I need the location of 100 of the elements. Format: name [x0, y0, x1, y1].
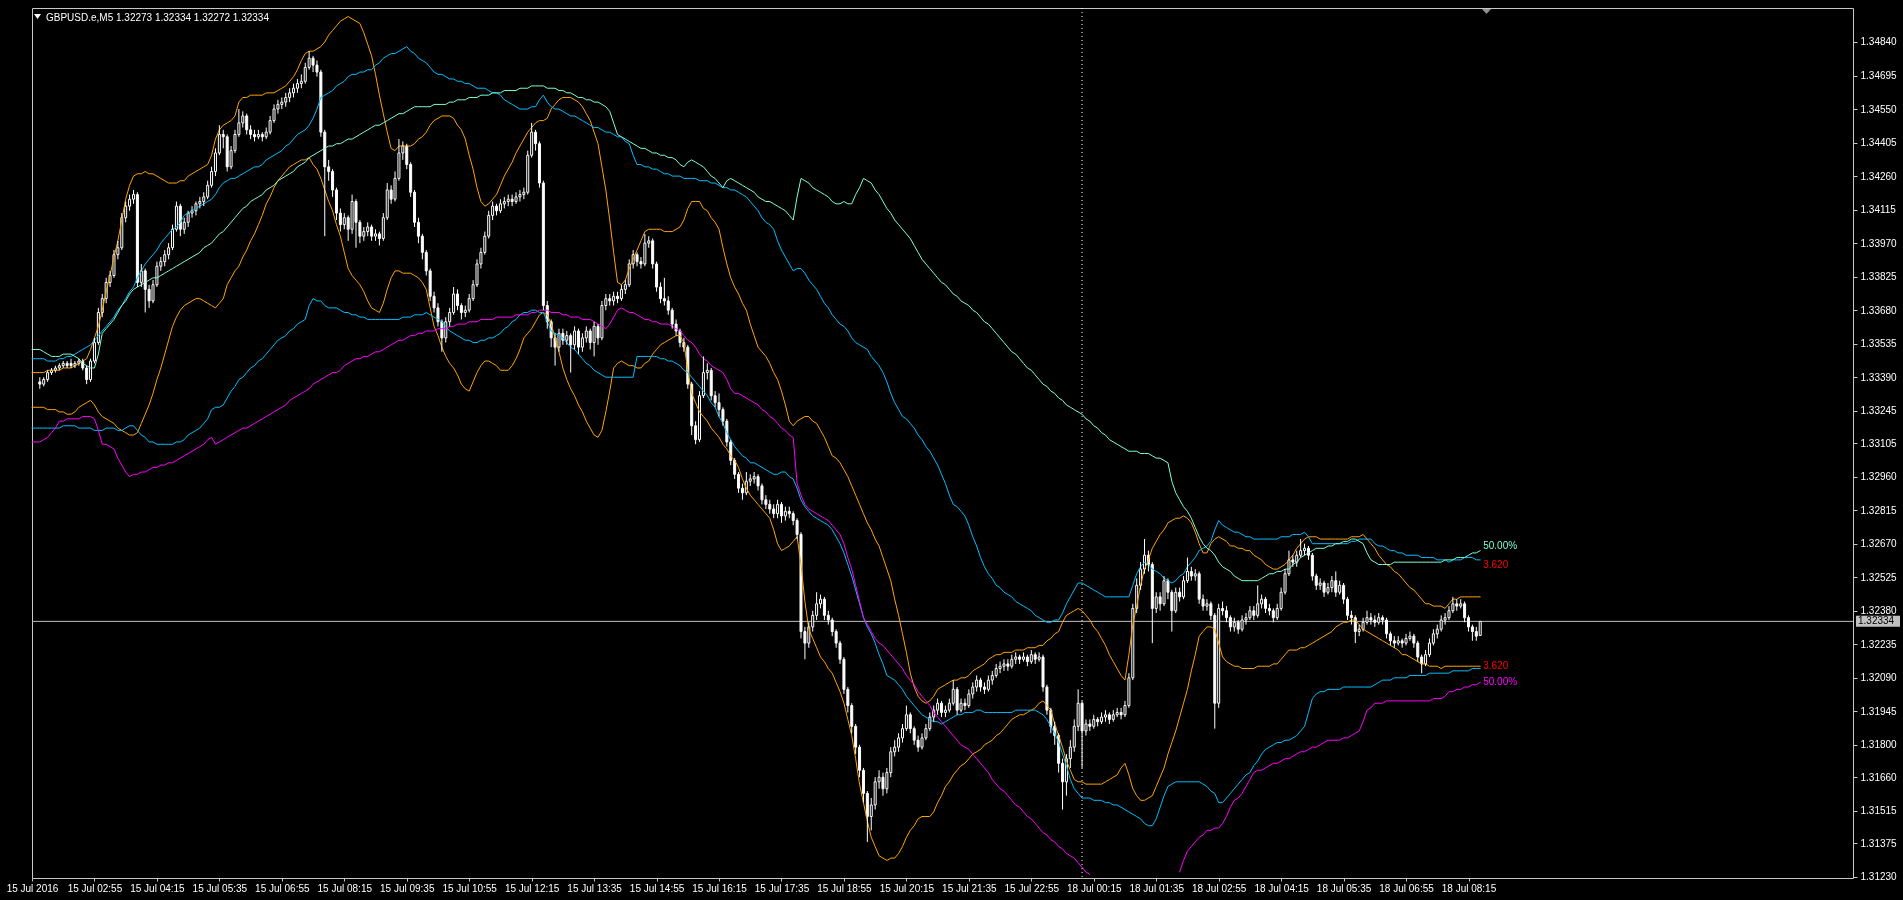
candlestick — [1256, 584, 1260, 619]
y-tick-label: 1.34115 — [1860, 204, 1897, 216]
x-tick-label: 15 Jul 02:55 — [67, 882, 123, 894]
x-tick-label: 15 Jul 13:35 — [567, 882, 623, 894]
candlestick — [920, 732, 924, 750]
y-tick-label: 1.34550 — [1860, 103, 1898, 115]
line-series — [31, 157, 1481, 861]
candlestick — [1334, 570, 1338, 598]
candlestick — [986, 674, 990, 693]
candlestick — [1111, 709, 1115, 723]
candlestick — [1182, 575, 1186, 600]
y-tick-label: 1.33680 — [1860, 304, 1898, 316]
candlestick — [1365, 610, 1369, 626]
candlestick — [362, 226, 366, 242]
candlestick — [717, 392, 721, 418]
candlestick — [982, 681, 986, 695]
candlestick — [662, 277, 666, 307]
candlestick — [967, 688, 971, 709]
candlestick — [1244, 612, 1248, 626]
text: 3.620 — [1483, 660, 1509, 672]
y-tick-label: 1.31515 — [1860, 805, 1898, 817]
y-tick-label: 1.32235 — [1860, 638, 1898, 650]
x-tick-label: 15 Jul 04:15 — [130, 882, 186, 894]
candlestick — [354, 198, 358, 249]
y-tick-label: 1.34405 — [1860, 137, 1898, 149]
candlestick — [135, 191, 139, 288]
candlestick — [1033, 651, 1037, 665]
candlestick — [1322, 580, 1326, 598]
x-tick-label: 15 Jul 17:35 — [754, 882, 810, 894]
candlestick — [1006, 658, 1010, 672]
candlestick — [1029, 649, 1033, 665]
y-tick-label: 1.34695 — [1860, 70, 1898, 82]
candlestick — [569, 332, 573, 374]
candlestick — [1443, 612, 1447, 626]
x-tick-label: 15 Jul 21:35 — [942, 882, 998, 894]
y-tick-label: 1.31660 — [1860, 771, 1898, 783]
y-tick-label: 1.32380 — [1860, 605, 1898, 617]
candlestick — [951, 679, 955, 707]
candlestick — [1310, 552, 1314, 582]
candlestick — [198, 196, 202, 209]
candlestick — [1318, 577, 1322, 591]
y-tick-label: 1.32525 — [1860, 571, 1898, 583]
candlestick — [514, 191, 518, 205]
candlestick — [1392, 635, 1396, 649]
candlestick — [752, 471, 756, 485]
x-tick-label: 18 Jul 06:55 — [1379, 882, 1435, 894]
candlestick — [69, 358, 73, 369]
candlestick — [1002, 658, 1006, 672]
candlestick — [1103, 709, 1107, 723]
x-tick-label: 18 Jul 02:55 — [1191, 882, 1247, 894]
candlestick — [584, 325, 588, 344]
x-tick-label: 15 Jul 20:15 — [879, 882, 935, 894]
candlestick — [1369, 612, 1373, 626]
y-tick-label: 1.31375 — [1860, 837, 1898, 849]
text: 50.00% — [1483, 676, 1518, 688]
x-tick-label: 15 Jul 14:55 — [629, 882, 685, 894]
candlestick — [600, 300, 604, 341]
x-tick-label: 18 Jul 00:15 — [1067, 882, 1122, 894]
candlestick — [1377, 612, 1381, 626]
candlestick — [1018, 654, 1022, 665]
y-tick-label: 1.31800 — [1860, 739, 1898, 751]
x-tick-label: 15 Jul 05:35 — [192, 882, 248, 894]
candlestick — [61, 360, 65, 369]
candlestick — [1361, 617, 1365, 633]
candlestick — [1088, 718, 1092, 732]
y-tick-label: 1.31230 — [1860, 871, 1898, 883]
x-tick-label: 18 Jul 04:15 — [1254, 882, 1310, 894]
candlestick — [1205, 598, 1209, 612]
candlestick — [1252, 605, 1256, 621]
x-tick-label: 18 Jul 05:35 — [1316, 882, 1372, 894]
candlestick — [580, 332, 584, 353]
x-tick-label: 15 Jul 16:15 — [692, 882, 748, 894]
y-tick-label: 1.33245 — [1860, 405, 1898, 417]
y-tick-label: 1.32090 — [1860, 672, 1898, 684]
chart-title: GBPUSD.e,M5 1.32273 1.32334 1.32272 1.32334 — [46, 11, 270, 23]
candlestick — [1236, 619, 1240, 635]
candlestick — [1416, 640, 1420, 663]
y-tick-label: 1.33105 — [1860, 437, 1898, 449]
candlestick — [608, 293, 612, 307]
x-tick-label: 15 Jul 22:55 — [1004, 882, 1060, 894]
candlestick — [1400, 637, 1404, 649]
x-tick-label: 18 Jul 01:35 — [1129, 882, 1185, 894]
candlestick — [1197, 570, 1201, 605]
candlestick — [1373, 614, 1377, 628]
x-tick-label: 15 Jul 10:55 — [442, 882, 498, 894]
candlestick — [518, 189, 522, 203]
candlestick — [1326, 582, 1330, 596]
y-tick-label: 1.32960 — [1860, 471, 1898, 483]
candlestick — [288, 87, 292, 103]
candlestick — [1447, 605, 1451, 621]
candlestick — [1404, 633, 1408, 646]
candlestick — [38, 376, 42, 390]
candlestick — [975, 674, 979, 693]
x-tick-label: 15 Jul 08:15 — [317, 882, 373, 894]
y-tick-label: 1.34840 — [1860, 36, 1898, 48]
x-tick-label: 15 Jul 06:55 — [255, 882, 310, 894]
candlestick — [1396, 635, 1400, 646]
candlestick — [1451, 596, 1455, 614]
candlestick — [1162, 575, 1166, 607]
candlestick — [46, 369, 50, 383]
